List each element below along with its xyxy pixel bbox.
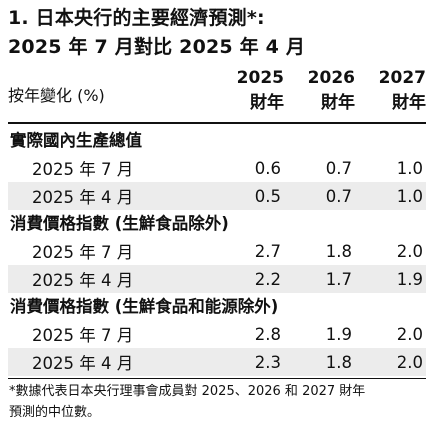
- title-line-2: 2025 年 7 月對比 2025 年 4 月: [8, 36, 306, 58]
- cell-value: 2.0: [396, 324, 423, 344]
- cell-value: 2.3: [254, 352, 281, 372]
- unit-label: 按年變化 (%): [8, 86, 105, 105]
- title-line-1: 1. 日本央行的主要經濟預測*:: [8, 7, 265, 29]
- row-label: 2025 年 4 月: [32, 271, 134, 290]
- column-header-fy2027: 2027 財年: [355, 66, 426, 116]
- cell-value: 1.9: [325, 324, 352, 344]
- row-label: 2025 年 4 月: [32, 354, 134, 373]
- table-row: 2025 年 7 月 2.8 1.9 2.0: [8, 320, 426, 348]
- table-row: 2025 年 4 月 2.3 1.8 2.0: [8, 348, 426, 376]
- section-title-core-cpi: 消費價格指數 (生鮮食品除外): [10, 214, 229, 233]
- document-title: 1. 日本央行的主要經濟預測*: 2025 年 7 月對比 2025 年 4 月: [8, 0, 426, 62]
- column-year: 2025: [236, 68, 284, 88]
- row-label: 2025 年 7 月: [32, 160, 134, 179]
- cell-value: 2.7: [254, 241, 281, 261]
- cell-value: 1.8: [325, 352, 352, 372]
- footnote: *數據代表日本央行理事會成員對 2025、2026 和 2027 財年 預測的中…: [8, 381, 426, 423]
- cell-value: 1.0: [396, 186, 423, 206]
- cell-value: 2.0: [396, 352, 423, 372]
- row-label: 2025 年 7 月: [32, 326, 134, 345]
- cell-value: 2.8: [254, 324, 281, 344]
- cell-value: 2.0: [396, 241, 423, 261]
- column-year: 2026: [307, 68, 355, 88]
- column-year: 2027: [378, 68, 426, 88]
- column-header-fy2026: 2026 財年: [284, 66, 355, 116]
- cell-value: 0.5: [254, 186, 281, 206]
- cell-value: 1.8: [325, 241, 352, 261]
- header-divider: [8, 122, 426, 124]
- row-label: 2025 年 4 月: [32, 188, 134, 207]
- section-title-real-gdp: 實際國內生產總值: [10, 131, 142, 150]
- footnote-line-1: *數據代表日本央行理事會成員對 2025、2026 和 2027 財年: [9, 384, 366, 399]
- column-sub: 財年: [392, 93, 426, 113]
- row-label: 2025 年 7 月: [32, 243, 134, 262]
- column-sub: 財年: [321, 93, 355, 113]
- table-row: 2025 年 4 月 2.2 1.7 1.9: [8, 265, 426, 293]
- column-sub: 財年: [250, 93, 284, 113]
- table-bottom-rule: [8, 378, 426, 379]
- column-header-fy2025: 2025 財年: [213, 66, 284, 116]
- cell-value: 0.6: [254, 158, 281, 178]
- table-header: 按年變化 (%) 2025 財年 2026 財年 2027 財年: [8, 66, 426, 118]
- cell-value: 0.7: [325, 158, 352, 178]
- cell-value: 1.9: [396, 269, 423, 289]
- table-row: 2025 年 7 月 0.6 0.7 1.0: [8, 154, 426, 182]
- cell-value: 0.7: [325, 186, 352, 206]
- table-row: 2025 年 4 月 0.5 0.7 1.0: [8, 182, 426, 210]
- cell-value: 1.7: [325, 269, 352, 289]
- cell-value: 1.0: [396, 158, 423, 178]
- footnote-line-2: 預測的中位數。: [9, 405, 101, 420]
- section-title-core-core-cpi: 消費價格指數 (生鮮食品和能源除外): [10, 297, 279, 316]
- cell-value: 2.2: [254, 269, 281, 289]
- table-row: 2025 年 7 月 2.7 1.8 2.0: [8, 237, 426, 265]
